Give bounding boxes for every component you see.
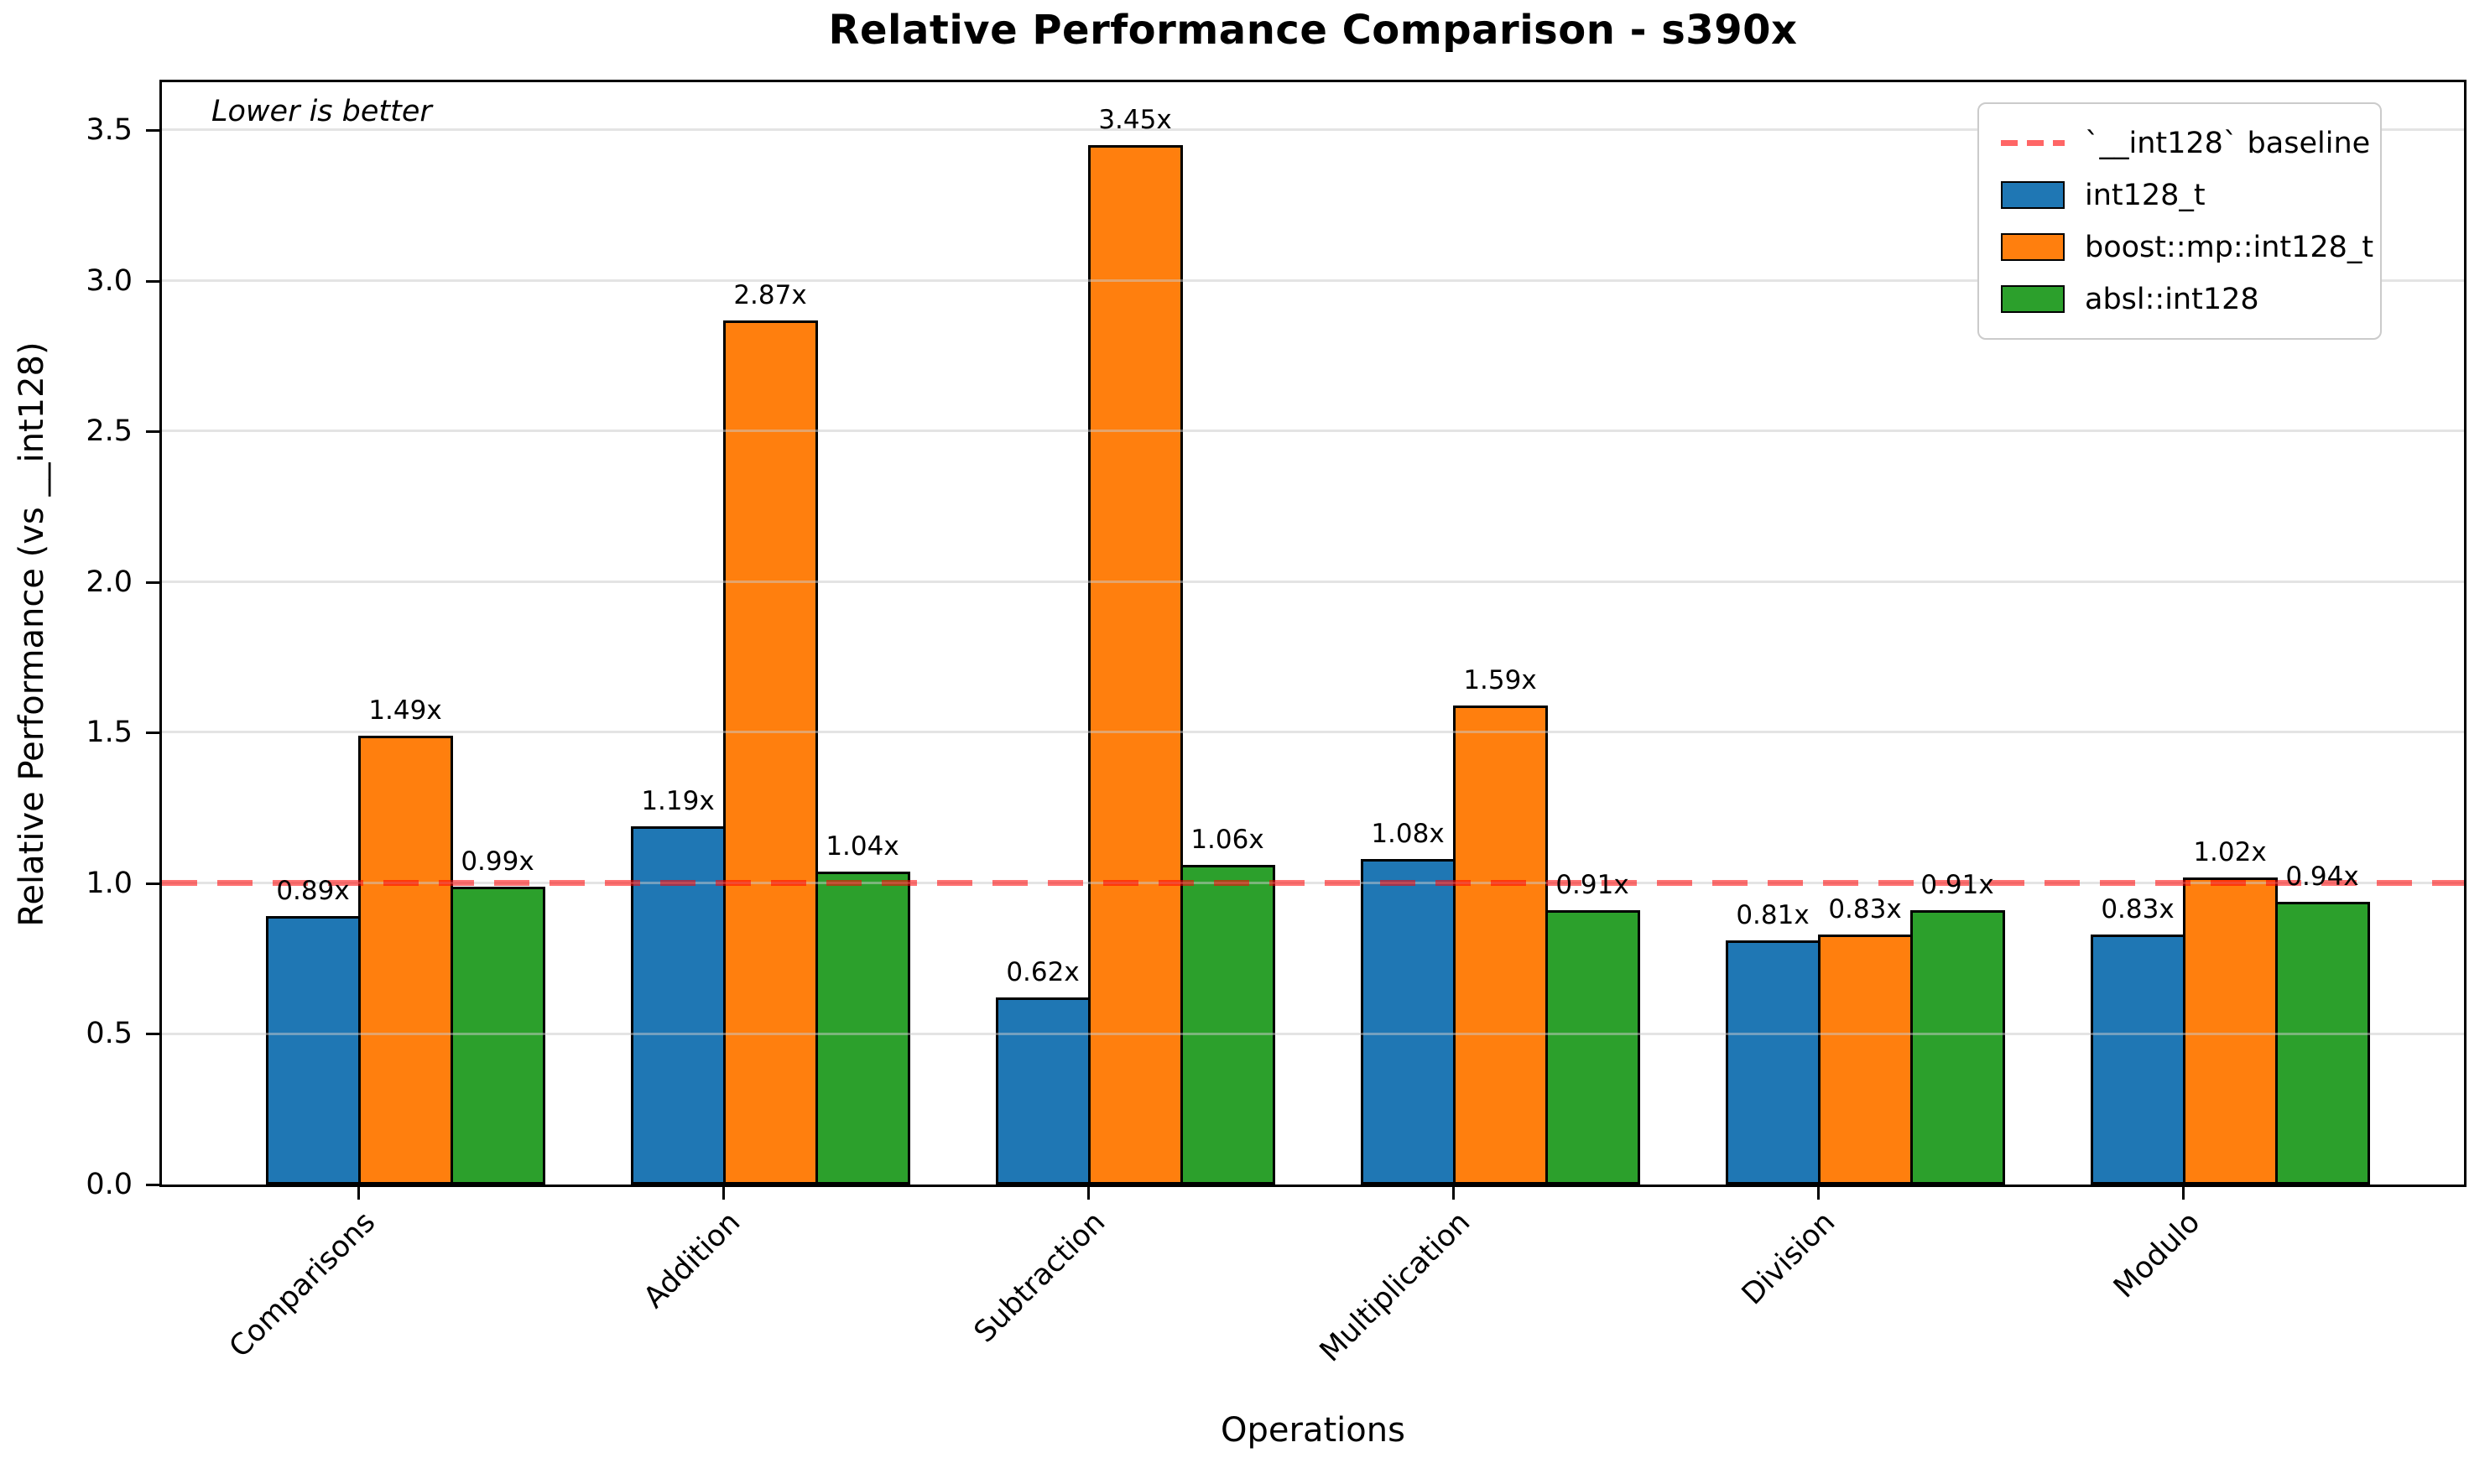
bar-absl::int128-Subtraction [1180,865,1275,1185]
bar-label-int128_t-Comparisons: 0.89x [276,876,350,907]
bar-absl::int128-Addition [815,871,910,1185]
y-tick-label-3.0: 3.0 [86,263,133,298]
y-tick-mark-2.0 [146,581,159,584]
gridline-y-2.5 [162,430,2464,433]
x-tick-mark-2 [1087,1187,1090,1200]
y-tick-mark-1.0 [146,882,159,885]
bar-int128_t-Modulo [2091,935,2185,1185]
bar-label-boost::mp::int128_t-Addition: 2.87x [733,279,807,310]
bar-int128_t-Subtraction [996,997,1091,1185]
bar-label-boost::mp::int128_t-Subtraction: 3.45x [1098,105,1172,136]
bar-absl::int128-Division [1910,910,2005,1185]
x-tick-mark-3 [1452,1187,1455,1200]
bar-int128_t-Addition [631,825,726,1185]
legend-label-boost::mp::int128_t: boost::mp::int128_t [2085,230,2374,264]
y-tick-mark-1.5 [146,732,159,735]
bar-boost::mp::int128_t-Multiplication [1453,706,1548,1185]
bar-absl::int128-Multiplication [1545,910,1640,1185]
bar-boost::mp::int128_t-Modulo [2183,877,2278,1185]
bar-label-int128_t-Subtraction: 0.62x [1006,957,1080,988]
y-tick-label-0.5: 0.5 [86,1017,133,1051]
legend-item-boost::mp::int128_t: boost::mp::int128_t [2001,228,2373,266]
legend-label-absl::int128: absl::int128 [2085,282,2259,316]
y-tick-mark-3.0 [146,279,159,283]
bar-absl::int128-Comparisons [451,886,545,1185]
bar-boost::mp::int128_t-Comparisons [358,736,453,1185]
legend-item-int128_t: int128_t [2001,176,2358,214]
legend-swatch-absl::int128 [2001,285,2065,313]
y-tick-mark-0.0 [146,1184,159,1186]
y-tick-label-2.0: 2.0 [86,565,133,599]
bar-label-absl::int128-Modulo: 0.94x [2285,861,2359,892]
gridline-y-2.0 [162,580,2464,583]
legend-swatch-int128_t [2001,181,2065,209]
gridline-y-0.5 [162,1032,2464,1035]
x-tick-mark-1 [722,1187,725,1200]
y-tick-mark-3.5 [146,129,159,133]
bar-label-boost::mp::int128_t-Multiplication: 1.59x [1463,665,1537,696]
y-tick-label-0.0: 0.0 [86,1168,133,1201]
y-tick-label-1.0: 1.0 [86,866,133,900]
gridline-y-1.5 [162,731,2464,734]
bar-boost::mp::int128_t-Division [1818,935,1913,1185]
bar-int128_t-Multiplication [1361,859,1456,1185]
bar-int128_t-Division [1726,940,1821,1185]
bar-label-int128_t-Modulo: 0.83x [2101,894,2175,925]
bar-label-absl::int128-Division: 0.91x [1920,870,1994,901]
bar-label-absl::int128-Addition: 1.04x [826,831,899,862]
legend-baseline-label: `__int128` baseline [2085,126,2371,160]
bar-label-boost::mp::int128_t-Division: 0.83x [1828,894,1902,925]
gridline-y-3.5 [162,128,2464,132]
bar-label-int128_t-Division: 0.81x [1736,900,1810,931]
bar-boost::mp::int128_t-Subtraction [1088,145,1183,1185]
legend-item-baseline: `__int128` baseline [2001,124,2370,162]
bar-label-int128_t-Multiplication: 1.08x [1371,819,1445,850]
legend-baseline-dash-swatch [2001,140,2065,146]
legend-swatch-boost::mp::int128_t [2001,233,2065,261]
y-tick-mark-2.5 [146,430,159,434]
bar-label-absl::int128-Subtraction: 1.06x [1190,825,1264,856]
y-axis-label: Relative Performance (vs __int128) [13,341,51,927]
y-tick-label-2.5: 2.5 [86,414,133,449]
legend-item-absl::int128: absl::int128 [2001,280,2358,318]
bar-label-absl::int128-Comparisons: 0.99x [461,846,534,877]
bar-boost::mp::int128_t-Addition [723,320,818,1185]
gridline-y-3.0 [162,279,2464,282]
baseline-line [162,879,2464,886]
bar-int128_t-Comparisons [266,916,361,1185]
bar-label-int128_t-Addition: 1.19x [641,785,715,816]
annotation-lower-is-better: Lower is better [211,95,432,128]
chart-title: Relative Performance Comparison - s390x [828,7,1798,54]
x-tick-mark-4 [1817,1187,1820,1200]
legend-label-int128_t: int128_t [2085,178,2206,212]
y-tick-label-1.5: 1.5 [86,716,133,750]
y-tick-mark-0.5 [146,1033,159,1036]
bar-absl::int128-Modulo [2275,901,2370,1185]
bar-label-boost::mp::int128_t-Modulo: 1.02x [2193,836,2267,867]
x-axis-label: Operations [1221,1411,1405,1450]
y-tick-label-3.5: 3.5 [86,113,133,148]
x-tick-mark-0 [357,1187,360,1200]
bar-label-boost::mp::int128_t-Comparisons: 1.49x [368,695,442,726]
bar-label-absl::int128-Multiplication: 0.91x [1555,870,1629,901]
x-tick-mark-5 [2182,1187,2185,1200]
